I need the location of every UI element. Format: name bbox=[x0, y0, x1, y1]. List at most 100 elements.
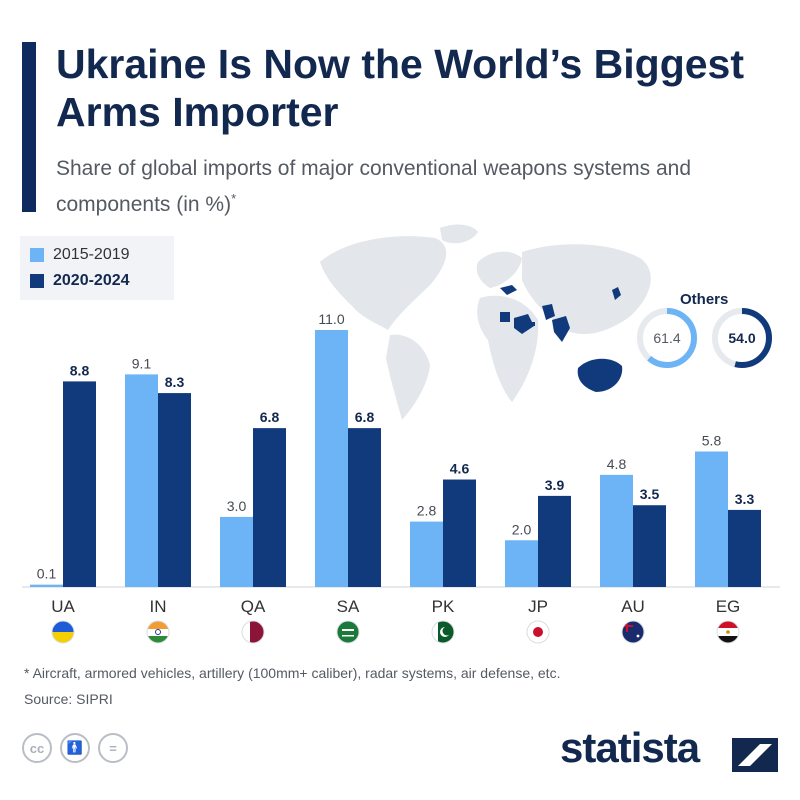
bar-qa-2015-2019 bbox=[220, 516, 253, 587]
nd-icon[interactable]: = bbox=[98, 733, 128, 763]
data-label-au-2020-2024: 3.5 bbox=[640, 486, 660, 502]
data-label-jp-2015-2019: 2.0 bbox=[512, 521, 532, 537]
india-chakra bbox=[155, 629, 161, 635]
qatar-flag bbox=[241, 620, 265, 644]
data-label-qa-2020-2024: 6.8 bbox=[260, 409, 280, 425]
qatar-flag-border bbox=[241, 620, 265, 644]
cc-icon[interactable]: cc bbox=[22, 733, 52, 763]
map-north-america bbox=[320, 236, 447, 330]
australia-cross-v bbox=[626, 621, 628, 632]
data-label-eg-2015-2019: 5.8 bbox=[702, 432, 722, 448]
bar-in-2015-2019 bbox=[125, 374, 158, 587]
egypt-red bbox=[717, 621, 739, 628]
data-label-au-2015-2019: 4.8 bbox=[607, 456, 627, 472]
pakistan-flag-border bbox=[431, 620, 455, 644]
india-saffron bbox=[147, 621, 169, 629]
saudi-arabia-flag-fill bbox=[337, 621, 359, 643]
map-australia bbox=[577, 358, 623, 392]
map-pakistan bbox=[542, 304, 555, 320]
others-title: Others bbox=[680, 291, 729, 308]
by-icon[interactable]: 🚹 bbox=[60, 733, 90, 763]
statista-logo[interactable]: statista bbox=[560, 724, 700, 771]
category-label-qa: QA bbox=[241, 597, 266, 616]
data-label-in-2015-2019: 9.1 bbox=[132, 355, 152, 371]
legend-swatch-2015-2019 bbox=[30, 248, 44, 262]
egypt-black bbox=[717, 636, 739, 643]
pakistan-crescent-cut bbox=[442, 626, 452, 636]
legend-label-2020-2024: 2020-2024 bbox=[53, 272, 130, 289]
bars: 0.1 8.8 UA 9.1 8.3 IN 3.0 6.8 QA 11.0 6.8 SA 2.8 4.6 P… bbox=[30, 311, 761, 644]
egypt-flag-fill bbox=[717, 621, 739, 643]
qatar-maroon bbox=[250, 621, 264, 643]
saudi-script bbox=[342, 629, 354, 631]
egypt-eagle bbox=[726, 630, 730, 634]
data-label-pk-2015-2019: 2.8 bbox=[417, 503, 437, 519]
egypt-flag bbox=[716, 620, 740, 644]
others-value-2015-2019: 61.4 bbox=[653, 330, 680, 346]
legend-item-2015-2019: 2015-2019 bbox=[30, 244, 130, 266]
bar-sa-2015-2019 bbox=[315, 330, 348, 587]
ukraine-yellow bbox=[52, 632, 74, 643]
japan-flag-fill bbox=[527, 621, 549, 643]
category-label-ua: UA bbox=[51, 597, 75, 616]
australia-flag-fill bbox=[622, 621, 644, 643]
saudi-sword bbox=[342, 635, 354, 637]
australia-star bbox=[636, 634, 640, 638]
data-label-qa-2015-2019: 3.0 bbox=[227, 498, 247, 514]
japan-flag-border bbox=[526, 620, 550, 644]
bar-eg-2020-2024 bbox=[728, 509, 761, 587]
bar-pk-2020-2024 bbox=[443, 479, 476, 587]
india-flag-border bbox=[146, 620, 170, 644]
map-highlights bbox=[500, 285, 623, 392]
india-flag-fill bbox=[147, 621, 169, 643]
map-ukraine bbox=[500, 285, 517, 295]
category-label-in: IN bbox=[150, 597, 167, 616]
others-donuts: 61.4 54.0 bbox=[637, 308, 772, 368]
australia-flag-border bbox=[621, 620, 645, 644]
data-label-sa-2020-2024: 6.8 bbox=[355, 409, 375, 425]
bar-au-2015-2019 bbox=[600, 474, 633, 587]
legend: 2015-2019 2020-2024 bbox=[20, 236, 174, 300]
data-label-sa-2015-2019: 11.0 bbox=[318, 311, 344, 327]
license-icons: cc 🚹 = bbox=[22, 733, 136, 763]
bar-jp-2020-2024 bbox=[538, 495, 571, 587]
category-label-sa: SA bbox=[337, 597, 360, 616]
japan-flag bbox=[526, 620, 550, 644]
subtitle-footnote-marker: * bbox=[231, 191, 237, 206]
ukraine-flag bbox=[51, 620, 75, 644]
bar-in-2020-2024 bbox=[158, 393, 191, 587]
pakistan-flag bbox=[431, 620, 455, 644]
bar-eg-2015-2019 bbox=[695, 451, 728, 587]
chart-title: Ukraine Is Now the World’s Biggest Arms … bbox=[56, 41, 745, 135]
data-label-ua-2020-2024: 8.8 bbox=[70, 362, 90, 378]
map-europe bbox=[476, 251, 522, 288]
statista-logo-icon bbox=[732, 738, 778, 772]
data-label-ua-2015-2019: 0.1 bbox=[37, 566, 57, 582]
data-label-eg-2020-2024: 3.3 bbox=[735, 491, 755, 507]
data-label-pk-2020-2024: 4.6 bbox=[450, 461, 470, 477]
map-japan bbox=[612, 287, 621, 300]
others-ring-2020-2024 bbox=[712, 308, 772, 368]
bar-ua-2020-2024 bbox=[63, 381, 96, 587]
category-label-eg: EG bbox=[716, 597, 741, 616]
map-qatar bbox=[531, 322, 535, 326]
bar-au-2020-2024 bbox=[633, 505, 666, 587]
japan-sun bbox=[533, 627, 543, 637]
map-india bbox=[552, 316, 570, 342]
bar-ua-2015-2019 bbox=[30, 584, 63, 587]
world-map-background bbox=[320, 224, 651, 420]
legend-swatch-2020-2024 bbox=[30, 274, 44, 288]
subtitle-text: Share of global imports of major convent… bbox=[56, 157, 692, 216]
chart-subtitle: Share of global imports of major convent… bbox=[56, 154, 696, 220]
bar-jp-2015-2019 bbox=[505, 540, 538, 587]
australia-flag bbox=[621, 620, 645, 644]
source: Source: SIPRI bbox=[24, 691, 113, 707]
pakistan-flag-fill bbox=[432, 621, 454, 643]
footnote: * Aircraft, armored vehicles, artillery … bbox=[24, 665, 561, 681]
egypt-flag-border bbox=[716, 620, 740, 644]
map-south-america bbox=[386, 334, 430, 420]
ukraine-flag-fill bbox=[52, 621, 74, 643]
bar-sa-2020-2024 bbox=[348, 428, 381, 587]
category-label-au: AU bbox=[621, 597, 645, 616]
